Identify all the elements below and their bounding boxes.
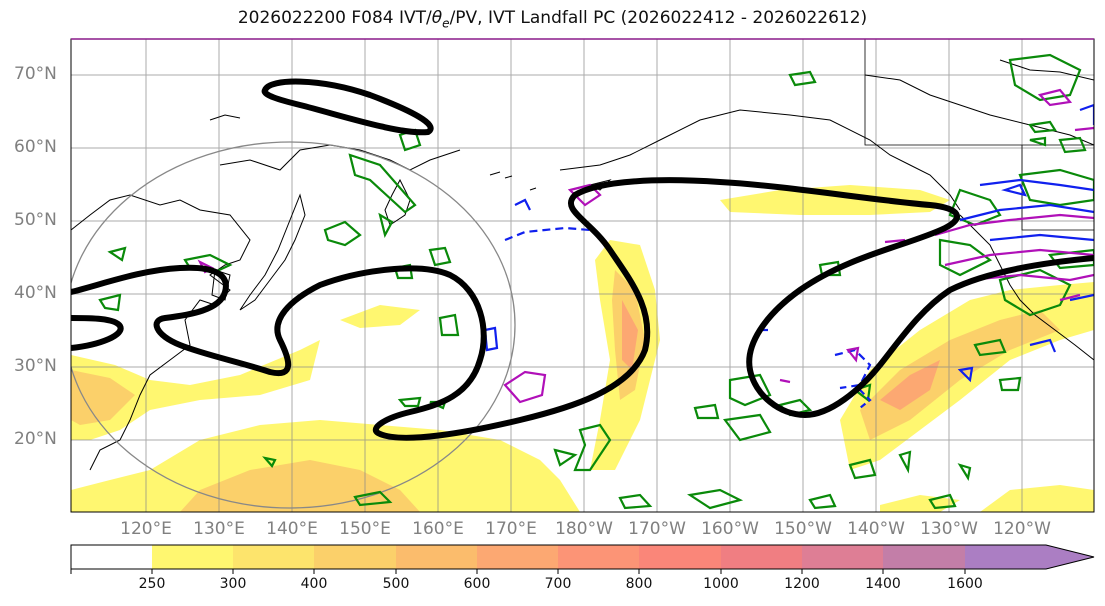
coast-alaska <box>559 109 961 211</box>
colorbar-seg-5 <box>477 545 558 569</box>
region-ellipse <box>71 141 516 509</box>
lat-label-60n: 60°N <box>14 137 57 157</box>
lon-label-160e: 160°E <box>412 519 464 539</box>
lon-label-140e: 140°E <box>266 519 318 539</box>
colorbar-seg-1 <box>152 545 233 569</box>
theta-e-west-loop <box>71 315 124 351</box>
coast-japan <box>239 193 306 311</box>
lon-label-170w: 170°W <box>628 519 686 539</box>
lon-label-130e: 130°E <box>193 519 245 539</box>
colorbar-tick-1000: 1000 <box>703 576 739 592</box>
colorbar-tick-1200: 1200 <box>784 576 820 592</box>
lon-label-120w: 120°W <box>993 519 1051 539</box>
coast-namerica <box>959 214 1094 361</box>
lon-label-180w: 180°W <box>555 519 613 539</box>
colorbar-seg-2 <box>233 545 314 569</box>
colorbar-seg-0 <box>71 545 152 569</box>
colorbar-seg-7 <box>639 545 721 569</box>
ivt-plume-north <box>720 185 950 215</box>
lat-label-50n: 50°N <box>14 210 57 230</box>
colorbar-tick-250: 250 <box>138 576 166 592</box>
lon-label-160w: 160°W <box>701 519 759 539</box>
colorbar-tick-400: 400 <box>300 576 328 592</box>
colorbar-seg-9 <box>802 545 883 569</box>
lon-label-150e: 150°E <box>339 519 391 539</box>
colorbar-seg-3 <box>314 545 396 569</box>
colorbar-tick-700: 700 <box>544 576 572 592</box>
colorbar-tick-300: 300 <box>219 576 247 592</box>
lon-label-130w: 130°W <box>920 519 978 539</box>
map-title: 2026022200 F084 IVT/θe/PV, IVT Landfall … <box>237 8 868 31</box>
lat-label-70n: 70°N <box>14 64 57 84</box>
lon-label-120e: 120°E <box>120 519 172 539</box>
colorbar-seg-10 <box>883 545 965 569</box>
theta-e-arctic-loop <box>261 78 434 136</box>
colorbar <box>70 544 1095 574</box>
coastlines <box>71 39 1094 471</box>
colorbar-tick-600: 600 <box>463 576 491 592</box>
colorbar-extend-arrow <box>965 545 1094 569</box>
coast-asia <box>71 194 251 471</box>
pv-magenta-contours <box>197 88 1094 404</box>
lat-label-20n: 20°N <box>14 429 57 449</box>
colorbar-tick-500: 500 <box>382 576 410 592</box>
colorbar-seg-8 <box>721 545 802 569</box>
ivt-plume-west <box>71 340 320 440</box>
colorbar-seg-4 <box>396 545 477 569</box>
colorbar-seg-6 <box>558 545 639 569</box>
pv-magenta-closed <box>503 370 547 404</box>
colorbar-tick-800: 800 <box>625 576 653 592</box>
colorbar-tick-1600: 1600 <box>947 576 983 592</box>
lon-label-170e: 170°E <box>485 519 537 539</box>
colorbar-tick-1400: 1400 <box>865 576 901 592</box>
theta-e-contours <box>71 78 1094 441</box>
map-area <box>71 39 1094 512</box>
theta-e-main <box>71 177 1094 441</box>
lat-label-40n: 40°N <box>14 283 57 303</box>
coast-korea <box>211 269 231 301</box>
lon-label-140w: 140°W <box>847 519 905 539</box>
lat-label-30n: 30°N <box>14 356 57 376</box>
coast-canada <box>864 74 1094 146</box>
lon-label-150w: 150°W <box>774 519 832 539</box>
